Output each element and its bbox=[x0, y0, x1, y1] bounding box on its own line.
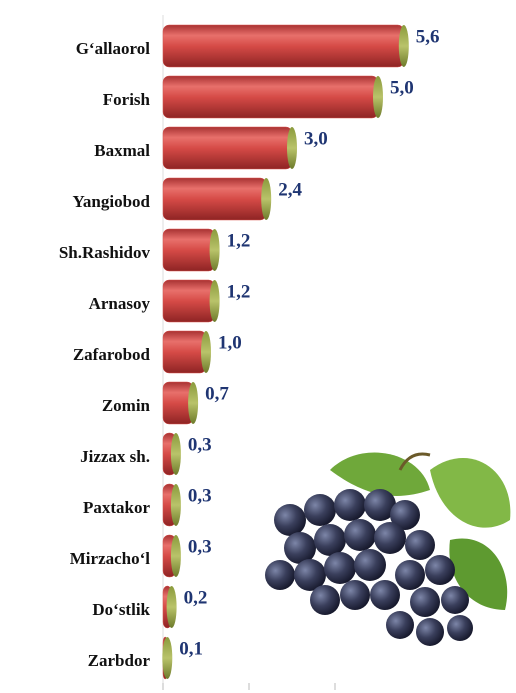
value-label: 5,6 bbox=[416, 26, 440, 47]
bar bbox=[163, 178, 266, 220]
value-label: 0,7 bbox=[205, 383, 229, 404]
bar-cap bbox=[188, 382, 198, 424]
value-label: 1,0 bbox=[218, 332, 242, 353]
category-label: Zarbdor bbox=[88, 651, 151, 670]
category-label: Zafarobod bbox=[73, 345, 151, 364]
bar bbox=[163, 229, 215, 271]
category-label: Arnasoy bbox=[89, 294, 151, 313]
category-label: Mirzacho‘l bbox=[70, 549, 151, 568]
bar-cap bbox=[167, 586, 177, 628]
bar bbox=[163, 127, 292, 169]
value-label: 0,3 bbox=[188, 536, 212, 557]
bar-cap bbox=[171, 484, 181, 526]
bar-cap bbox=[171, 433, 181, 475]
bar-cap bbox=[162, 637, 172, 679]
category-label: Zomin bbox=[102, 396, 151, 415]
category-label: Yangiobod bbox=[73, 192, 151, 211]
bar-cap bbox=[399, 25, 409, 67]
bar bbox=[163, 331, 206, 373]
value-label: 0,3 bbox=[188, 485, 212, 506]
value-label: 5,0 bbox=[390, 77, 414, 98]
value-label: 0,3 bbox=[188, 434, 212, 455]
chart: G‘allaorol 5,6 Forish 5,0 Baxmal 3,0 Yangiobod… bbox=[0, 0, 516, 693]
value-label: 1,2 bbox=[227, 230, 251, 251]
category-label: Jizzax sh. bbox=[80, 447, 150, 466]
bar-cap bbox=[201, 331, 211, 373]
value-label: 2,4 bbox=[278, 179, 302, 200]
bar-cap bbox=[287, 127, 297, 169]
value-label: 3,0 bbox=[304, 128, 328, 149]
bar-cap bbox=[210, 280, 220, 322]
value-label: 1,2 bbox=[227, 281, 251, 302]
bar bbox=[163, 25, 404, 67]
category-label: G‘allaorol bbox=[76, 39, 151, 58]
bar-cap bbox=[210, 229, 220, 271]
bar bbox=[163, 280, 215, 322]
category-label: Sh.Rashidov bbox=[59, 243, 151, 262]
grapes-illustration bbox=[265, 453, 510, 646]
bar-cap bbox=[261, 178, 271, 220]
bar bbox=[163, 76, 378, 118]
category-label: Forish bbox=[103, 90, 151, 109]
bar-cap bbox=[373, 76, 383, 118]
category-label: Do‘stlik bbox=[92, 600, 150, 619]
category-label: Paxtakor bbox=[83, 498, 151, 517]
value-label: 0,2 bbox=[184, 587, 208, 608]
bar-cap bbox=[171, 535, 181, 577]
category-label: Baxmal bbox=[94, 141, 150, 160]
value-label: 0,1 bbox=[179, 638, 203, 659]
